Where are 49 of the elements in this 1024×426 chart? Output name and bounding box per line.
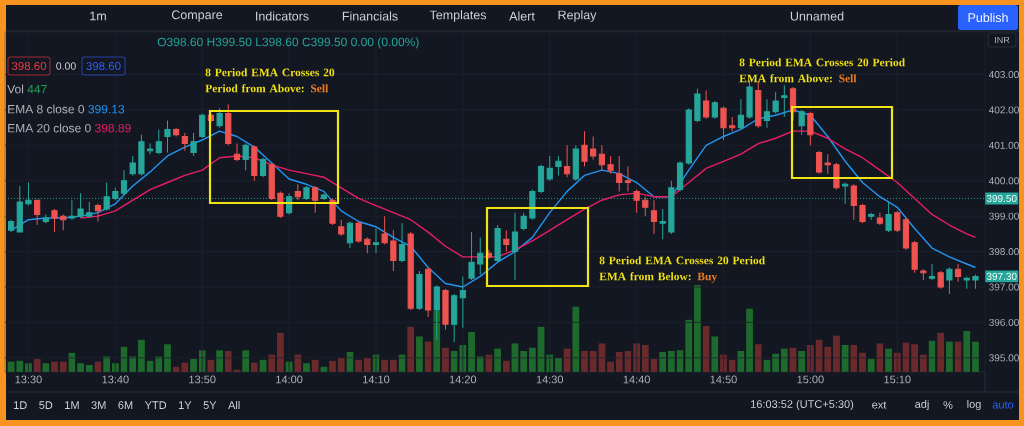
annotation: 8 Period EMA Crosses 20 Period from Above: Sell — [205, 68, 335, 93]
text: 1m — [90, 11, 106, 21]
annotation: O398.60 H399.50 L398.60 C399.50 0.00 (0.00%) — [157, 37, 419, 49]
annotation: EMA 8 close 0 399.13 — [8, 104, 125, 114]
annotation: 8 Period EMA Crosses 20 Period EMA from Above: Sell — [739, 58, 905, 83]
text: Replay — [558, 10, 597, 22]
text: Financials — [342, 11, 398, 21]
text: Indicators — [256, 11, 309, 21]
text: ext — [872, 401, 887, 409]
x-tick-label: 14:00 — [276, 375, 303, 384]
annotation: 8 Period EMA Crosses 20 Period EMA from Below: Buy — [599, 256, 765, 283]
y-tick-label: 399.00 — [989, 212, 1019, 220]
annotation: 398.60 — [86, 61, 121, 71]
text: auto — [992, 401, 1014, 409]
text: Publish — [968, 12, 1008, 23]
y-tick-label: 400.00 — [988, 177, 1019, 185]
y-tick-label: 395.00 — [989, 354, 1019, 362]
text: % — [943, 401, 953, 409]
text: Compare — [171, 10, 223, 22]
y-tick-label: 403.00 — [988, 70, 1019, 79]
y-tick-label: 402.00 — [988, 106, 1019, 114]
y-tick-label: 398.00 — [989, 248, 1019, 256]
x-tick-label: 15:10 — [884, 375, 911, 384]
text: adj — [915, 399, 929, 411]
text: 1D 5D 1M 3M 6M YTD 1Y 5Y All — [14, 400, 240, 410]
y-tick-label: 396.00 — [989, 318, 1019, 326]
text: Unnamed — [790, 11, 844, 21]
x-tick-label: 14:20 — [449, 375, 477, 384]
y-tick-label: 397.00 — [989, 283, 1019, 291]
text: 16:03:52 (UTC+5:30) — [751, 399, 854, 411]
y-tick-label: 401.00 — [988, 141, 1019, 149]
text: Templates — [429, 10, 487, 22]
x-tick-label: 14:40 — [623, 375, 650, 384]
annotation: 397.30 — [986, 272, 1017, 280]
annotation: Vol 447 — [7, 84, 47, 94]
annotation: EMA 20 close 0 398.89 — [8, 123, 131, 133]
x-tick-label: 14:50 — [710, 375, 737, 384]
annotation: 398.60 — [11, 61, 47, 71]
x-tick-label: 15:00 — [797, 375, 824, 384]
ref-line-label: 399.50 — [986, 194, 1017, 202]
text: Alert — [509, 11, 535, 21]
x-tick-label: 14:10 — [363, 375, 390, 384]
annotation: 0.00 — [56, 62, 76, 70]
x-tick-label: 13:40 — [102, 375, 129, 384]
text: INR — [995, 36, 1010, 44]
x-tick-label: 14:30 — [536, 375, 564, 384]
text: log — [967, 399, 981, 411]
x-tick-label: 13:30 — [15, 375, 42, 384]
x-tick-label: 13:50 — [189, 375, 216, 384]
